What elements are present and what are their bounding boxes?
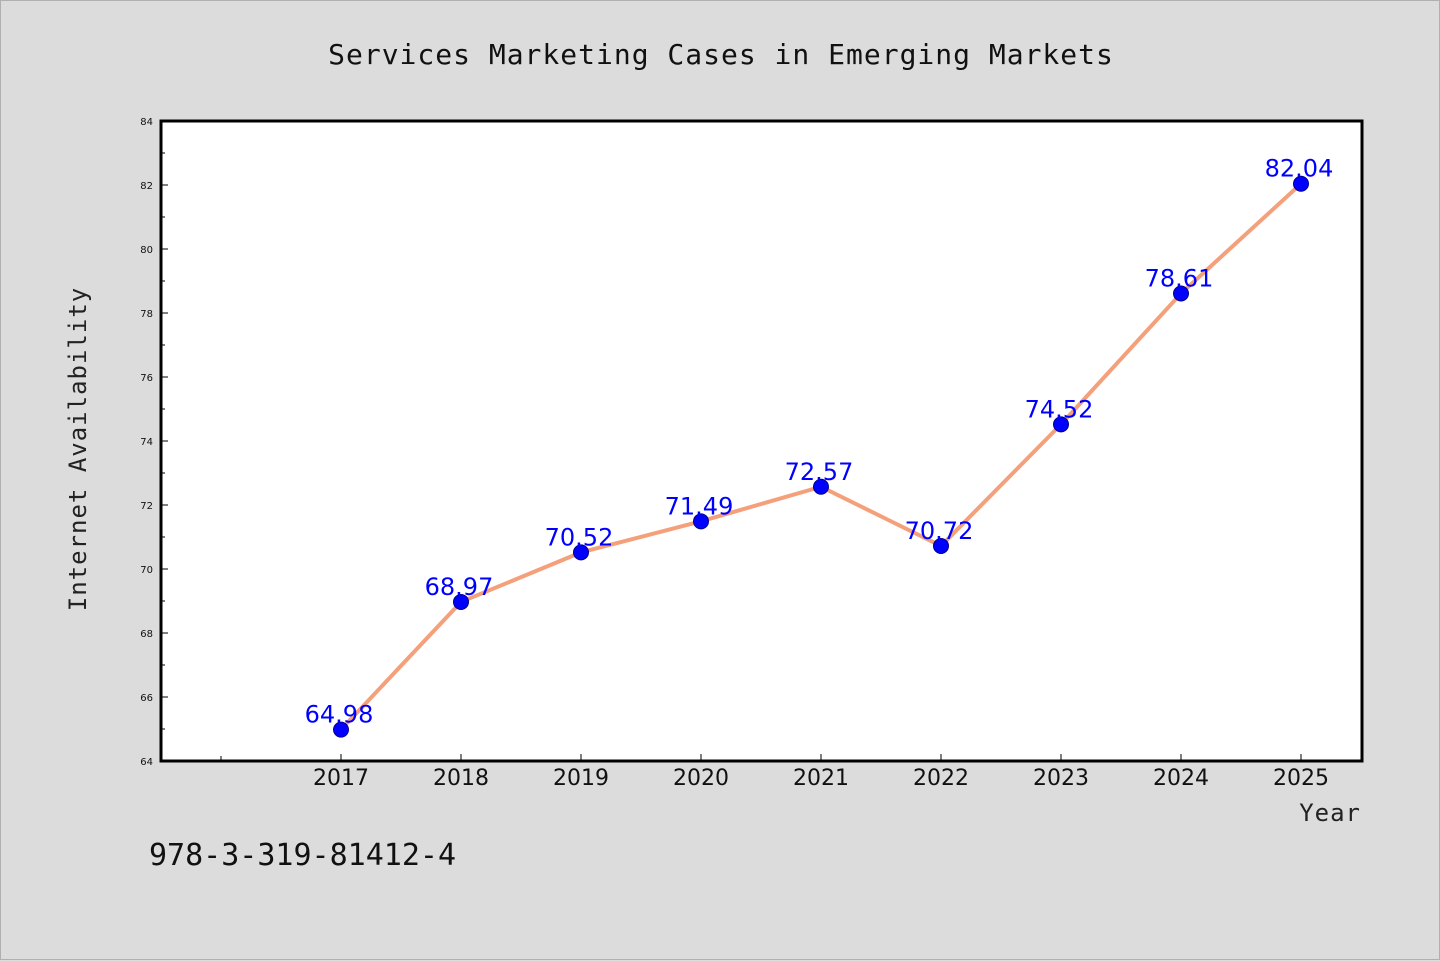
data-point	[453, 593, 469, 610]
data-label: 68.97	[425, 573, 494, 601]
y-axis: 64 66 68 70 72 74 76 78 80 82 84	[140, 117, 168, 768]
data-label: 82.04	[1265, 155, 1334, 183]
data-label-layer: 64.98 68.97 70.52 71.49 72.57 70.72 74.52 78.61…	[305, 155, 1334, 729]
x-tick-label: 2021	[793, 766, 849, 791]
data-label: 71.49	[665, 492, 734, 520]
y-tick-label: 66	[140, 693, 153, 704]
data-label: 70.52	[545, 523, 614, 551]
x-tick-label: 2024	[1153, 766, 1209, 791]
data-point	[333, 721, 349, 738]
data-point	[933, 537, 949, 554]
data-point	[1293, 175, 1309, 192]
data-point	[693, 513, 709, 530]
y-tick-label: 82	[140, 181, 153, 192]
y-tick-label: 84	[140, 117, 153, 128]
plot-area	[159, 119, 1364, 763]
x-tick-label: 2017	[313, 766, 369, 791]
isbn-text: 978-3-319-81412-4	[149, 838, 456, 873]
y-tick-label: 68	[140, 629, 153, 640]
chart-title: Services Marketing Cases in Emerging Mar…	[328, 38, 1114, 71]
y-tick-label: 72	[140, 501, 153, 512]
x-tick-label: 2020	[673, 766, 729, 791]
data-label: 64.98	[305, 701, 374, 729]
series-line-layer	[333, 175, 1309, 738]
y-tick-label: 74	[140, 437, 153, 448]
data-point	[813, 478, 829, 495]
data-point	[1053, 416, 1069, 433]
x-axis: 2017 2018 2019 2020 2021 2022 2023 2024 2025	[220, 754, 1329, 791]
y-tick-label: 78	[140, 309, 153, 320]
y-tick-label: 64	[140, 757, 153, 768]
x-tick-label: 2018	[433, 766, 489, 791]
x-axis-label: Year	[1299, 799, 1361, 827]
x-tick-label: 2022	[913, 766, 969, 791]
data-point	[573, 544, 589, 561]
y-tick-label: 70	[140, 565, 153, 576]
y-tick-label: 76	[140, 373, 153, 384]
data-label: 74.52	[1025, 395, 1094, 423]
x-tick-label: 2025	[1273, 766, 1329, 791]
x-tick-label: 2019	[553, 766, 609, 791]
data-label: 72.57	[785, 458, 854, 486]
data-point	[1173, 285, 1189, 302]
y-tick-label: 80	[140, 245, 153, 256]
data-label: 78.61	[1145, 264, 1214, 292]
data-label: 70.72	[905, 517, 974, 545]
x-tick-label: 2023	[1033, 766, 1089, 791]
y-axis-label: Internet Availability	[64, 287, 92, 611]
